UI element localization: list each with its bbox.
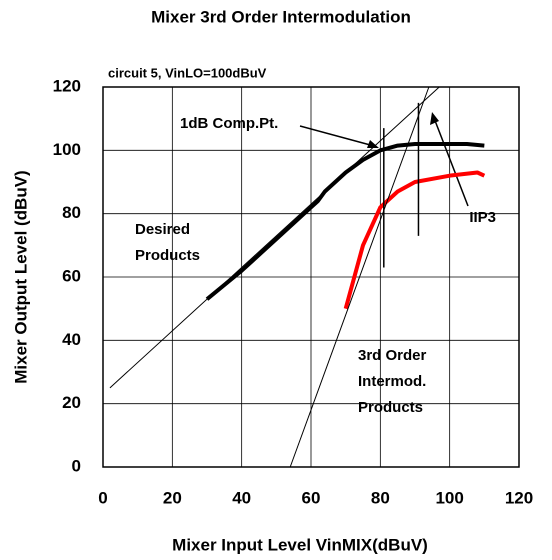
x-tick-label: 40 bbox=[232, 488, 251, 507]
arrowhead bbox=[367, 140, 379, 148]
annotation: Intermod. bbox=[358, 373, 426, 390]
annotation: 1dB Comp.Pt. bbox=[180, 115, 278, 132]
y-axis-label: Mixer Output Level (dBuV) bbox=[11, 170, 30, 383]
y-tick-label: 100 bbox=[53, 140, 81, 159]
series-line bbox=[343, 170, 486, 310]
x-tick-label: 60 bbox=[302, 488, 321, 507]
y-tick-label: 120 bbox=[53, 76, 81, 95]
arrowhead bbox=[430, 112, 439, 125]
y-tick-label: 0 bbox=[72, 456, 81, 475]
annotation: 3rd Order bbox=[358, 347, 427, 364]
chart-title: Mixer 3rd Order Intermodulation bbox=[151, 7, 411, 26]
annotation: Products bbox=[135, 247, 200, 264]
plot-frame bbox=[102, 86, 520, 468]
arrow bbox=[299, 125, 375, 147]
x-axis-label: Mixer Input Level VinMIX(dBuV) bbox=[172, 535, 428, 554]
x-tick-label: 80 bbox=[371, 488, 390, 507]
series-line bbox=[205, 142, 485, 301]
series-line bbox=[289, 86, 430, 468]
y-tick-label: 80 bbox=[62, 203, 81, 222]
annotation: Products bbox=[358, 399, 423, 416]
x-tick-label: 0 bbox=[98, 488, 107, 507]
y-tick-label: 60 bbox=[62, 266, 81, 285]
y-tick-label: 40 bbox=[62, 330, 81, 349]
x-tick-label: 100 bbox=[435, 488, 463, 507]
annotation: IIP3 bbox=[469, 209, 496, 226]
y-tick-label: 20 bbox=[62, 393, 81, 412]
subtitle: circuit 5, VinLO=100dBuV bbox=[108, 65, 267, 80]
annotation: Desired bbox=[135, 221, 190, 238]
x-tick-label: 20 bbox=[163, 488, 182, 507]
arrow bbox=[433, 117, 469, 207]
x-tick-label: 120 bbox=[505, 488, 533, 507]
